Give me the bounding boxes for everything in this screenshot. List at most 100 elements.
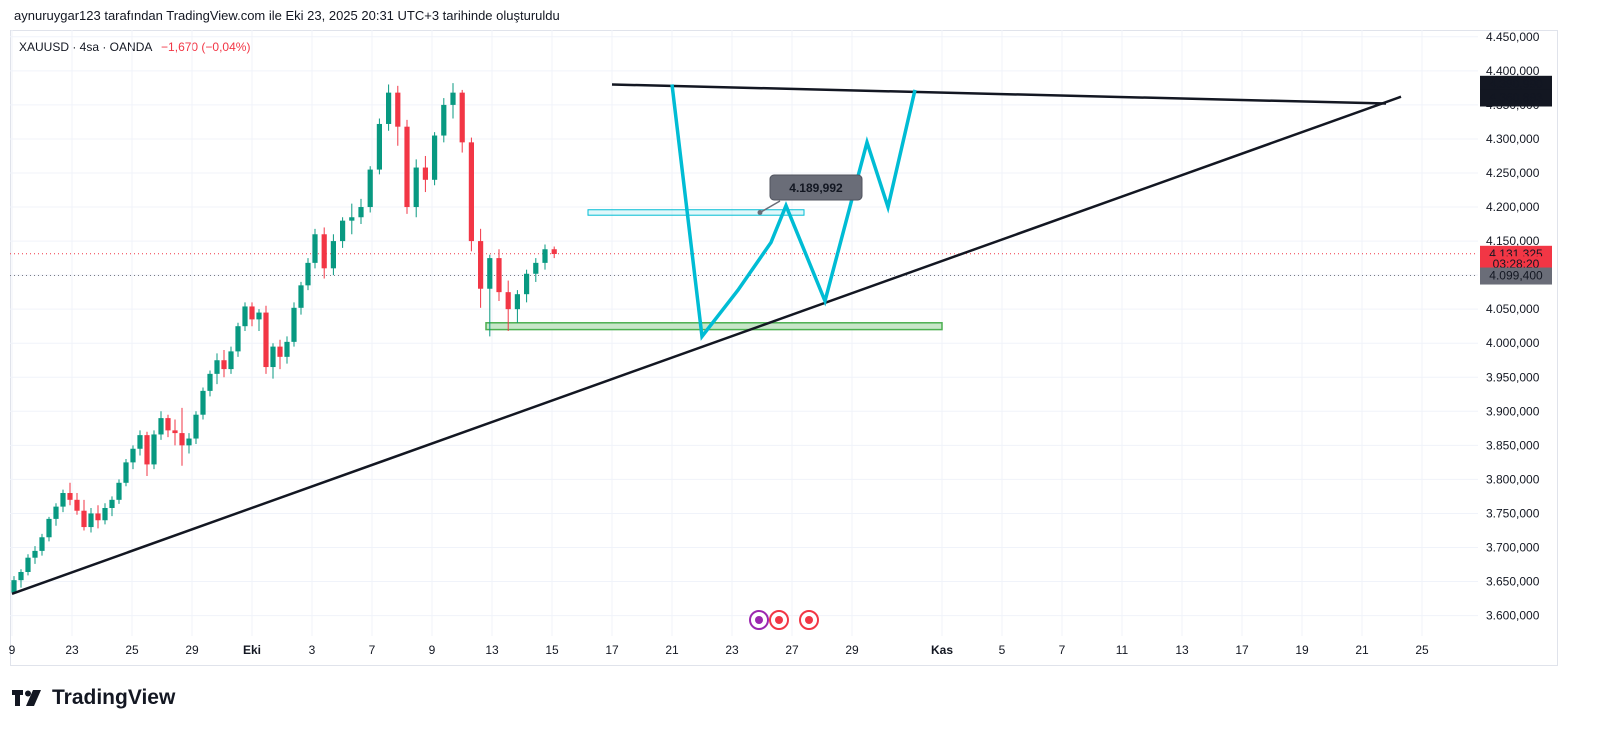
trendline-resistance[interactable] xyxy=(611,83,1387,105)
candle-up[interactable] xyxy=(524,273,530,295)
candle-up[interactable] xyxy=(256,312,262,320)
y-tick-label: 3.700,000 xyxy=(1486,540,1540,554)
candle-up[interactable] xyxy=(46,518,52,538)
candle-down[interactable] xyxy=(277,346,283,357)
candle-up[interactable] xyxy=(312,234,318,263)
x-tick-label: 3 xyxy=(309,643,316,657)
candle-up[interactable] xyxy=(18,571,24,581)
symbol-header[interactable]: XAUUSD · 4sa · OANDA −1,670 (−0,04%) xyxy=(19,40,250,54)
candle-down[interactable] xyxy=(74,499,80,511)
candle-down[interactable] xyxy=(263,312,269,368)
candle-down[interactable] xyxy=(551,249,557,255)
candle-up[interactable] xyxy=(340,220,346,242)
candle-down[interactable] xyxy=(95,513,101,521)
candle-up[interactable] xyxy=(214,360,220,374)
candle-up[interactable] xyxy=(376,123,382,170)
candle-up[interactable] xyxy=(193,414,199,439)
y-tick-label: 4.400,000 xyxy=(1486,64,1540,78)
candle-up[interactable] xyxy=(116,482,122,500)
candle-up[interactable] xyxy=(330,241,336,269)
candle-up[interactable] xyxy=(11,580,17,593)
candle-up[interactable] xyxy=(151,434,157,465)
candle-up[interactable] xyxy=(432,135,438,180)
candle-up[interactable] xyxy=(542,249,548,263)
candle-up[interactable] xyxy=(349,217,355,221)
candle-down[interactable] xyxy=(67,493,73,500)
candle-down[interactable] xyxy=(221,360,227,370)
candle-down[interactable] xyxy=(179,433,185,446)
candle-up[interactable] xyxy=(298,285,304,308)
tradingview-logo[interactable]: TradingView xyxy=(12,686,175,710)
x-tick-label: 9 xyxy=(429,643,436,657)
candle-up[interactable] xyxy=(137,435,143,449)
candle-up[interactable] xyxy=(291,307,297,342)
us-flag-icon-core xyxy=(805,616,813,624)
candle-up[interactable] xyxy=(450,92,456,105)
candle-down[interactable] xyxy=(422,167,428,180)
candle-up[interactable] xyxy=(39,537,45,551)
candle-up[interactable] xyxy=(441,104,447,136)
candle-down[interactable] xyxy=(144,435,150,465)
candle-up[interactable] xyxy=(514,294,520,310)
candle-up[interactable] xyxy=(186,438,192,446)
candle-up[interactable] xyxy=(228,351,234,370)
candle-up[interactable] xyxy=(158,418,164,435)
candle-up[interactable] xyxy=(109,499,115,508)
candle-up[interactable] xyxy=(386,92,392,124)
tradingview-logo-icon xyxy=(12,690,41,706)
x-tick-label: 11 xyxy=(1116,643,1129,657)
x-tick-label: Kas xyxy=(931,643,953,657)
candle-down[interactable] xyxy=(81,510,87,528)
candle-up[interactable] xyxy=(284,341,290,357)
x-tick-label: 15 xyxy=(545,643,559,657)
candle-down[interactable] xyxy=(459,92,465,143)
candle-up[interactable] xyxy=(25,557,31,572)
candle-up[interactable] xyxy=(533,262,539,274)
candle-up[interactable] xyxy=(242,306,248,327)
callout-box[interactable] xyxy=(769,174,863,201)
x-tick-label: 9 xyxy=(9,643,16,657)
candle-up[interactable] xyxy=(270,346,276,368)
candle-up[interactable] xyxy=(305,262,311,286)
candle-up[interactable] xyxy=(88,513,94,528)
trendline-support[interactable] xyxy=(11,95,1402,595)
candle-up[interactable] xyxy=(32,550,38,558)
lightning-icon-core xyxy=(755,616,763,624)
symbol-name: XAUUSD · 4sa · OANDA xyxy=(19,40,152,54)
resistance-zone[interactable] xyxy=(587,209,805,216)
candle-up[interactable] xyxy=(487,258,493,289)
candle-up[interactable] xyxy=(130,448,136,463)
candle-down[interactable] xyxy=(478,241,484,289)
price-badge-label: 4.380,990 xyxy=(1489,77,1543,91)
candle-down[interactable] xyxy=(496,258,502,293)
y-tick-label: 4.250,000 xyxy=(1486,166,1540,180)
candle-up[interactable] xyxy=(60,493,66,507)
candle-down[interactable] xyxy=(404,126,410,208)
candle-up[interactable] xyxy=(207,373,213,391)
candle-up[interactable] xyxy=(102,507,108,521)
y-tick-label: 4.300,000 xyxy=(1486,132,1540,146)
projection-path[interactable] xyxy=(670,84,917,341)
candle-up[interactable] xyxy=(123,462,129,483)
candle-up[interactable] xyxy=(413,167,419,208)
candle-up[interactable] xyxy=(53,506,59,519)
candle-down[interactable] xyxy=(249,306,255,320)
candle-up[interactable] xyxy=(358,207,364,218)
price-badge-label: 4.099,400 xyxy=(1489,269,1543,283)
candle-down[interactable] xyxy=(468,142,474,242)
candle-down[interactable] xyxy=(321,234,327,269)
candle-down[interactable] xyxy=(165,418,171,431)
x-tick-label: 25 xyxy=(125,643,139,657)
candle-down[interactable] xyxy=(172,430,178,434)
x-tick-label: 21 xyxy=(1355,643,1369,657)
x-tick-label: 19 xyxy=(1295,643,1309,657)
candle-down[interactable] xyxy=(395,92,401,127)
x-tick-label: 17 xyxy=(605,643,619,657)
candle-up[interactable] xyxy=(200,390,206,415)
candle-up[interactable] xyxy=(367,169,373,208)
candle-down[interactable] xyxy=(505,292,511,310)
brand-name: TradingView xyxy=(52,686,176,709)
x-tick-label: 27 xyxy=(785,643,799,657)
candle-up[interactable] xyxy=(235,326,241,352)
